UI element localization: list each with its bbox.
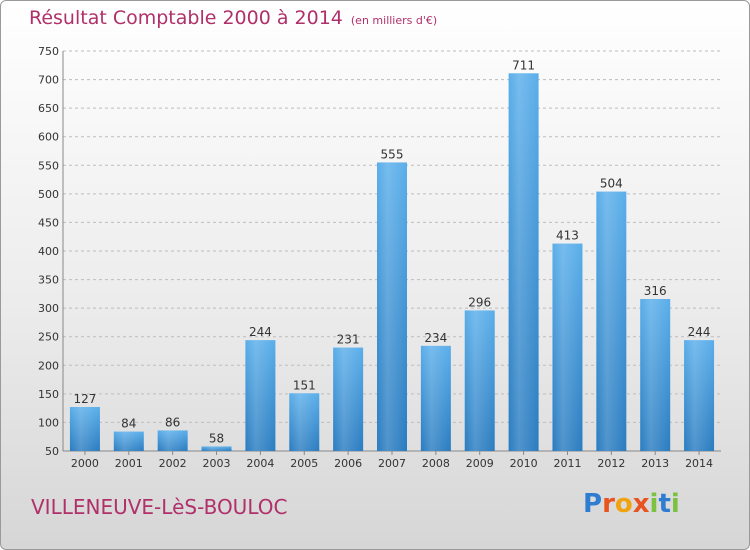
chart-title-text: Résultat Comptable 2000 à 2014 <box>29 7 343 29</box>
data-label: 711 <box>512 58 535 72</box>
data-label: 151 <box>293 378 316 392</box>
bar-highlight <box>245 340 276 451</box>
bar-highlight <box>201 446 232 451</box>
x-tick-label: 2014 <box>685 457 713 470</box>
y-tick-label: 700 <box>38 74 59 87</box>
x-tick-label: 2007 <box>378 457 406 470</box>
data-label: 84 <box>121 417 136 431</box>
logo-letter: i <box>649 489 659 519</box>
bar-highlight <box>157 430 188 451</box>
x-tick-label: 2012 <box>597 457 625 470</box>
x-tick-label: 2013 <box>641 457 669 470</box>
bar-highlight <box>333 347 364 451</box>
y-tick-label: 350 <box>38 274 59 287</box>
bar-highlight <box>377 162 407 451</box>
logo-letter: t <box>658 489 671 519</box>
data-label: 244 <box>249 325 272 339</box>
logo-letter: r <box>602 489 615 519</box>
x-axis-ticks: 2000 2001 2002 2003 2004 2005 2006 2007 2008 2009… <box>71 451 713 470</box>
data-label: 316 <box>644 284 667 298</box>
bar-highlight <box>596 191 627 452</box>
x-tick-label: 2009 <box>466 457 494 470</box>
x-tick-label: 2003 <box>203 457 231 470</box>
proxiti-logo[interactable]: Proxiti <box>583 489 680 519</box>
bar-highlight <box>464 310 495 451</box>
bar-series <box>69 73 715 452</box>
data-label: 127 <box>73 392 96 406</box>
y-tick-label: 150 <box>38 388 59 401</box>
bar-highlight <box>420 345 451 451</box>
y-tick-label: 100 <box>38 416 59 429</box>
data-label: 231 <box>337 333 360 347</box>
y-tick-label: 300 <box>38 302 59 315</box>
y-tick-label: 600 <box>38 131 59 144</box>
logo-letter: P <box>583 489 603 519</box>
bar-highlight <box>684 340 715 451</box>
x-tick-label: 2005 <box>290 457 318 470</box>
data-label: 244 <box>688 325 711 339</box>
y-tick-label: 750 <box>38 45 59 58</box>
y-tick-label: 400 <box>38 245 59 258</box>
chart-title: Résultat Comptable 2000 à 2014 (en millie… <box>29 7 437 29</box>
bar-highlight <box>640 299 671 451</box>
data-label: 296 <box>468 295 491 309</box>
x-tick-label: 2000 <box>71 457 99 470</box>
data-label: 504 <box>600 177 623 191</box>
x-tick-label: 2010 <box>510 457 538 470</box>
x-tick-label: 2008 <box>422 457 450 470</box>
x-tick-label: 2011 <box>553 457 581 470</box>
x-tick-label: 2006 <box>334 457 362 470</box>
data-label: 234 <box>424 331 447 345</box>
bar-highlight <box>552 243 583 451</box>
y-tick-label: 650 <box>38 102 59 115</box>
x-tick-label: 2002 <box>159 457 187 470</box>
y-tick-label: 550 <box>38 159 59 172</box>
y-tick-label: 450 <box>38 216 59 229</box>
logo-letter: o <box>614 489 633 519</box>
data-label: 413 <box>556 229 579 243</box>
y-tick-label: 50 <box>45 445 59 458</box>
data-labels: 127 84 86 58 244 151 231 555 234 296 711 413 504 316 2… <box>73 58 710 445</box>
data-label: 86 <box>165 415 180 429</box>
x-tick-label: 2001 <box>115 457 143 470</box>
data-label: 555 <box>381 147 404 161</box>
x-tick-label: 2004 <box>246 457 274 470</box>
y-axis-ticks: 50 100 150 200 250 300 350 400 450 500 550 600 650 70… <box>38 45 59 458</box>
chart-subtitle: (en milliers d'€) <box>350 14 438 27</box>
bar-highlight <box>69 407 100 451</box>
place-name: VILLENEUVE-LèS-BOULOC <box>31 495 288 519</box>
bar-highlight <box>508 73 539 452</box>
y-tick-label: 250 <box>38 331 59 344</box>
bar-highlight <box>289 393 320 451</box>
y-tick-label: 200 <box>38 359 59 372</box>
logo-letter: i <box>670 489 680 519</box>
data-label: 58 <box>209 431 224 445</box>
bar-highlight <box>113 431 144 451</box>
logo-letter: x <box>632 489 650 519</box>
y-tick-label: 500 <box>38 188 59 201</box>
